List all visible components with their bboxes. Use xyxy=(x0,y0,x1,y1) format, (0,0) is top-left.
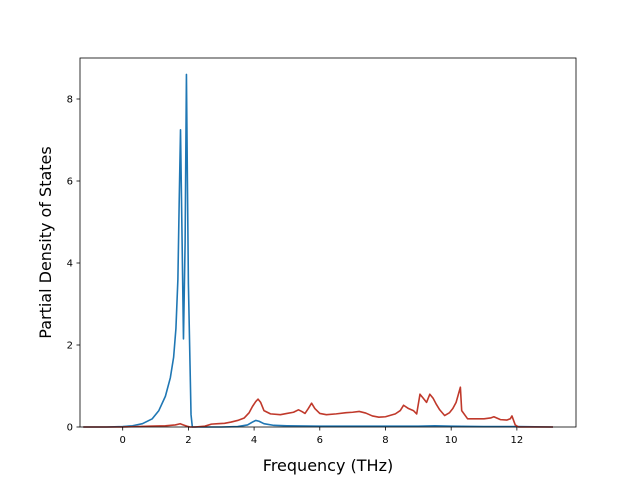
y-tick-label: 8 xyxy=(67,95,73,106)
y-tick-label: 0 xyxy=(67,423,73,434)
x-tick-label: 10 xyxy=(445,435,458,446)
x-axis-label: Frequency (THz) xyxy=(263,456,393,475)
x-tick-label: 6 xyxy=(317,435,323,446)
y-tick-label: 6 xyxy=(67,177,73,188)
y-tick-label: 2 xyxy=(67,341,73,352)
x-tick-label: 8 xyxy=(382,435,388,446)
x-tick-label: 2 xyxy=(185,435,191,446)
y-tick-label: 4 xyxy=(67,259,73,270)
series-line-2 xyxy=(83,386,554,428)
x-axis-ticks: 0 2 4 6 8 10 12 xyxy=(120,427,524,446)
x-tick-label: 0 xyxy=(120,435,126,446)
y-axis-ticks: 0 2 4 6 8 xyxy=(67,95,80,434)
y-axis-label: Partial Density of States xyxy=(36,146,55,338)
axes-frame xyxy=(79,57,577,428)
x-tick-label: 12 xyxy=(511,435,524,446)
series-line-1 xyxy=(83,73,554,428)
x-tick-label: 4 xyxy=(251,435,257,446)
series-layer xyxy=(83,73,554,428)
